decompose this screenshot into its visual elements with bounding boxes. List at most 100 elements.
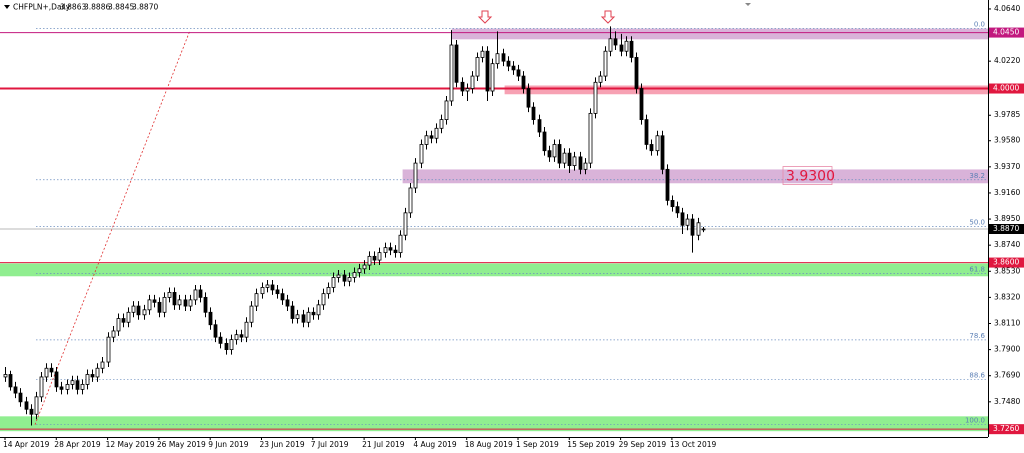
level-label: 4.0450 — [993, 28, 1019, 37]
candle-body — [183, 299, 188, 307]
candle-body — [239, 334, 244, 338]
candle-body — [316, 304, 321, 316]
candle-body — [562, 152, 567, 164]
y-tick-label: 3.9580 — [994, 136, 1020, 145]
level-label-box — [989, 83, 1024, 94]
zone — [451, 28, 989, 40]
candle-body — [229, 339, 234, 350]
candle-body — [54, 371, 59, 388]
candle-body — [639, 88, 644, 121]
candle-body — [624, 40, 629, 52]
candle-body — [537, 119, 542, 133]
candle-body — [511, 65, 516, 71]
menu-arrow[interactable] — [4, 5, 10, 9]
candle-body — [547, 150, 552, 158]
plot: 0.0 38.2 50.0 61.8 78.6 88.6 100.0 3.9300 — [0, 20, 989, 432]
annotation-label: 3.9300 — [786, 169, 835, 185]
candle-body — [608, 38, 613, 52]
level-label-box — [989, 27, 1024, 38]
candle-body — [665, 168, 670, 201]
candle-body — [572, 156, 577, 166]
candle-body — [685, 218, 690, 226]
candle-body — [398, 234, 403, 254]
candle-body — [598, 75, 603, 83]
candle-body — [177, 299, 182, 306]
candle-body — [13, 386, 18, 394]
candle-body — [198, 289, 203, 298]
candle-body — [531, 106, 536, 120]
candle-body — [311, 311, 316, 316]
level-label-box — [989, 257, 1024, 268]
level-label: 3.8600 — [993, 258, 1019, 267]
candle-body — [100, 361, 105, 369]
fib-label: 78.6 — [969, 332, 985, 340]
candle-body — [501, 53, 506, 62]
x-tick-label: 21 Jul 2019 — [362, 440, 405, 449]
candle-body — [285, 299, 290, 307]
candle-body — [403, 212, 408, 236]
x-tick-label: 13 Oct 2019 — [670, 440, 717, 449]
candle-body — [136, 305, 141, 316]
candle-body — [413, 162, 418, 189]
candle-body — [644, 119, 649, 145]
quote-open: 3.8863 — [60, 3, 86, 12]
candle-body — [516, 69, 521, 77]
x-tick-label: 9 Jun 2019 — [208, 440, 249, 449]
candle-body — [460, 81, 465, 92]
zone — [0, 263, 989, 277]
candle-body — [162, 296, 167, 313]
candle-body — [188, 299, 193, 307]
candle-body — [701, 228, 706, 231]
candle-body — [208, 311, 213, 326]
candle-body — [552, 144, 557, 158]
candle-body — [588, 112, 593, 164]
candle-body — [142, 309, 147, 316]
candle-body — [49, 367, 54, 373]
candle-body — [90, 374, 95, 378]
y-tick-label: 3.7480 — [994, 397, 1020, 406]
candle-body — [3, 374, 8, 378]
candle-body — [167, 292, 172, 298]
candle-body — [193, 289, 198, 301]
x-tick-label: 26 May 2019 — [157, 440, 206, 449]
candle-body — [157, 301, 162, 313]
y-tick-label: 3.8110 — [994, 318, 1020, 327]
candle-body — [367, 255, 372, 266]
fib-label: 100.0 — [965, 417, 985, 425]
quote-low: 3.8845 — [108, 3, 134, 12]
candle-body — [465, 88, 470, 92]
candle-body — [342, 274, 347, 282]
candle-body — [690, 218, 695, 236]
candle-body — [260, 287, 265, 295]
candle-body — [265, 284, 270, 288]
candle-body — [619, 44, 624, 52]
x-tick-label: 4 Aug 2019 — [413, 440, 456, 449]
candle-body — [444, 100, 449, 121]
candle-body — [295, 314, 300, 319]
candle-body — [439, 119, 444, 129]
candle-body — [116, 318, 121, 332]
candle-body — [485, 50, 490, 92]
candle-body — [377, 252, 382, 261]
candle-body — [649, 144, 654, 152]
y-tick-label: 3.7690 — [994, 371, 1020, 380]
x-tick-label: 28 Apr 2019 — [54, 440, 101, 449]
annotation-box — [782, 166, 833, 185]
candle-body — [357, 268, 362, 273]
candle-body — [203, 296, 208, 313]
candle-body — [542, 131, 547, 152]
candle-body — [578, 156, 583, 170]
fib-trendline — [34, 30, 191, 425]
candle-body — [290, 305, 295, 319]
candle-body — [557, 144, 562, 164]
candle-body — [506, 60, 511, 67]
candle-body — [59, 386, 64, 390]
zone — [402, 169, 989, 184]
candle-body — [675, 206, 680, 214]
candle-body — [44, 367, 49, 378]
candle-body — [347, 277, 352, 282]
candle-body — [280, 293, 285, 301]
candle-body — [419, 144, 424, 164]
